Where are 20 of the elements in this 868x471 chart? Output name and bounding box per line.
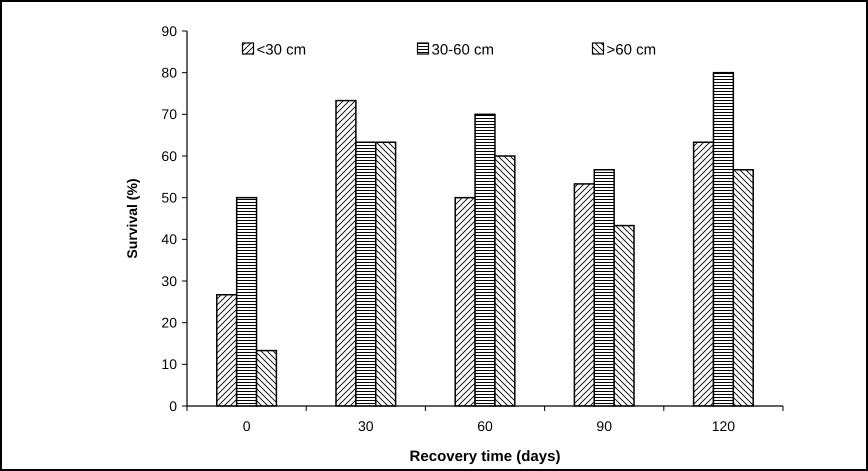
y-tick-label: 10: [161, 356, 178, 372]
y-axis-title: Survival (%): [124, 178, 140, 259]
legend-label: >60 cm: [606, 41, 656, 58]
legend-label: <30 cm: [256, 41, 306, 58]
legend-label: 30-60 cm: [432, 41, 494, 58]
y-tick-label: 90: [161, 22, 178, 39]
x-axis-title: Recovery time (days): [410, 448, 560, 465]
y-tick-label: 0: [169, 398, 178, 414]
y-tick-label: 40: [161, 231, 178, 248]
x-tick-label: 90: [596, 418, 612, 434]
y-tick-label: 60: [161, 148, 178, 164]
x-tick-label: 30: [358, 418, 374, 434]
y-tick-label: 50: [161, 190, 178, 206]
x-tick-label: 60: [477, 418, 493, 434]
y-tick-label: 20: [161, 314, 178, 331]
y-tick-label: 30: [161, 272, 178, 289]
y-tick-label: 70: [161, 106, 178, 122]
y-tick-label: 80: [161, 64, 178, 81]
x-tick-label: 0: [242, 418, 251, 434]
x-tick-label: 120: [712, 418, 736, 434]
